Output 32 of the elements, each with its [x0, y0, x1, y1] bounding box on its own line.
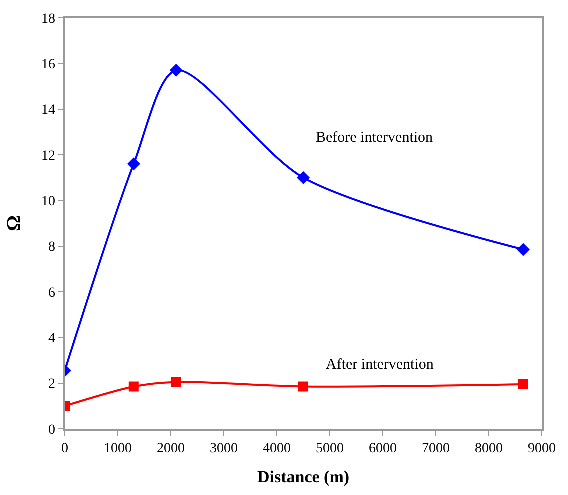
- series-label: After intervention: [326, 357, 434, 373]
- y-tick-label: 6: [48, 286, 56, 301]
- x-tick-label: 7000: [422, 442, 450, 457]
- y-tick-label: 0: [48, 422, 56, 438]
- y-tick-label: 10: [41, 194, 56, 210]
- x-tick-label: 5000: [316, 442, 344, 457]
- y-axis-title: Ω: [3, 215, 26, 232]
- point: [297, 171, 310, 184]
- y-tick-label: 18: [41, 12, 56, 27]
- y-tick-label: 12: [41, 148, 56, 164]
- x-tick-label: 4000: [263, 442, 291, 457]
- point: [171, 377, 182, 388]
- x-axis-title: Distance (m): [257, 467, 350, 486]
- y-tick-label: 8: [48, 240, 56, 256]
- x-tick-label: 0: [62, 442, 68, 457]
- x-tick-label: 3000: [210, 442, 238, 457]
- y-tick-label: 16: [41, 58, 56, 73]
- y-tick-label: 14: [41, 103, 56, 118]
- point: [128, 382, 139, 392]
- y-tick-label: 2: [48, 377, 56, 392]
- point: [170, 64, 183, 78]
- x-tick-label: 9000: [528, 442, 556, 457]
- point: [516, 243, 530, 256]
- point: [298, 382, 308, 392]
- x-tick-label: 6000: [369, 442, 397, 457]
- point: [518, 379, 528, 390]
- point: [127, 158, 140, 171]
- x-tick-label: 1000: [104, 442, 132, 457]
- series-label: Before intervention: [316, 130, 434, 146]
- x-tick-label: 2000: [157, 442, 185, 457]
- x-tick-label: 8000: [475, 442, 503, 457]
- y-tick-label: 4: [48, 332, 56, 347]
